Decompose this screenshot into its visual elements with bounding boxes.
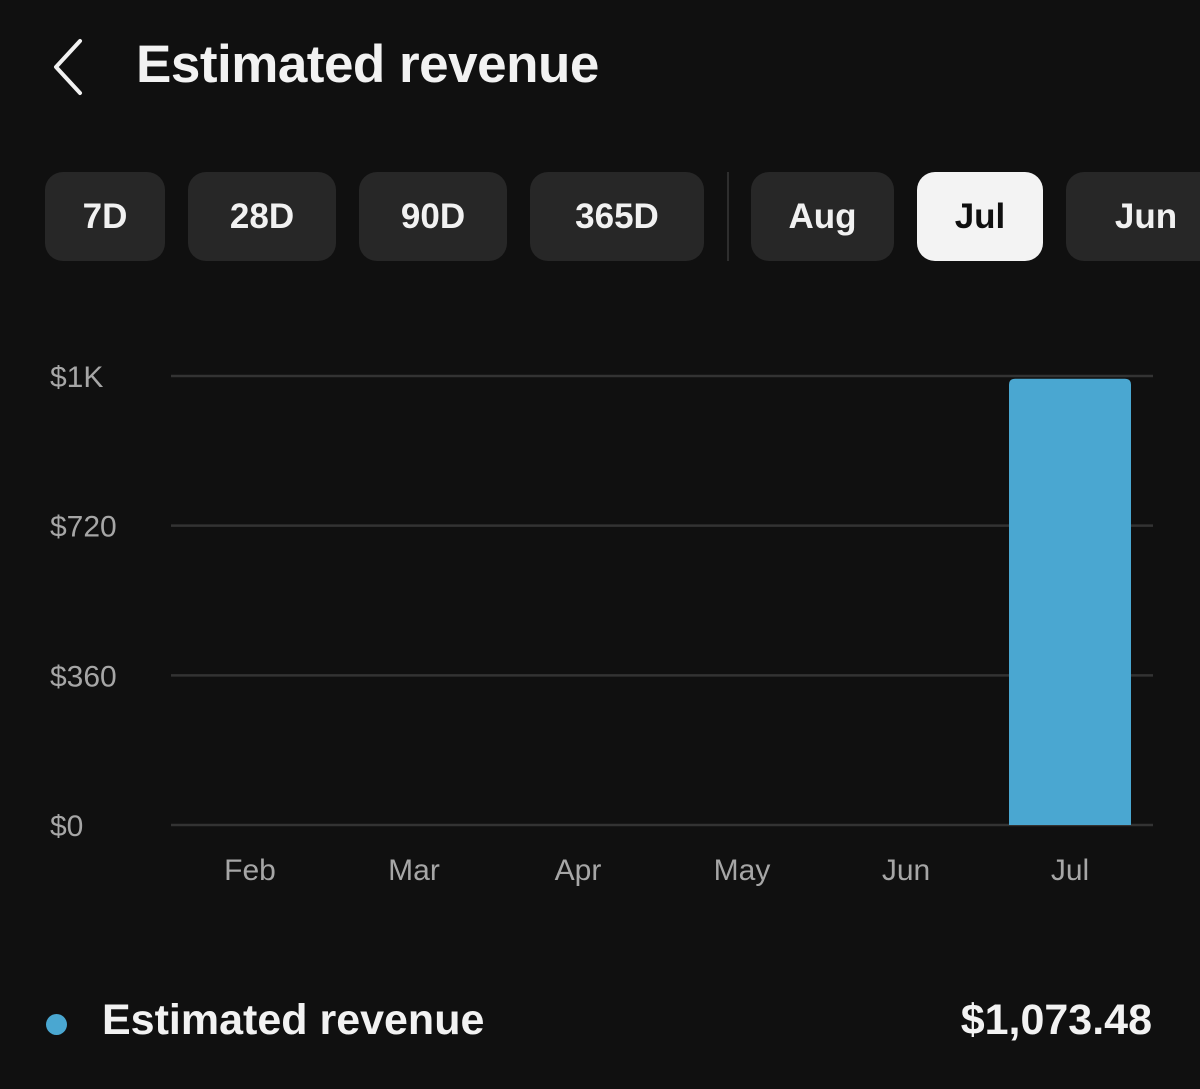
revenue-chart-svg: $0 $360 $720 $1K Feb Mar Apr May Jun Jul — [50, 361, 1153, 887]
legend-value: $1,073.48 — [960, 996, 1152, 1044]
page-title: Estimated revenue — [136, 35, 599, 94]
chevron-left-icon — [54, 39, 82, 95]
filter-chip-365d[interactable]: 365D — [530, 172, 704, 261]
filter-chip-90d[interactable]: 90D — [359, 172, 507, 261]
y-tick-label: $0 — [50, 810, 83, 843]
y-tick-label: $720 — [50, 511, 117, 544]
y-tick-label: $360 — [50, 660, 117, 693]
header: Estimated revenue — [0, 0, 1200, 140]
period-filter-bar: 7D 28D 90D 365D Aug Jul Jun — [0, 172, 1200, 262]
x-tick-label: Apr — [555, 854, 602, 887]
back-button[interactable] — [40, 32, 96, 102]
filter-divider — [727, 172, 729, 261]
bar — [1009, 378, 1131, 825]
revenue-chart: $0 $360 $720 $1K Feb Mar Apr May Jun Jul — [0, 340, 1200, 920]
x-tick-label: Feb — [224, 854, 276, 887]
filter-chip-7d[interactable]: 7D — [45, 172, 165, 261]
filter-chip-28d[interactable]: 28D — [188, 172, 336, 261]
x-tick-label: May — [714, 854, 771, 887]
x-tick-label: Jul — [1051, 854, 1089, 887]
chart-legend: Estimated revenue $1,073.48 — [0, 990, 1200, 1060]
legend-dot-icon — [46, 1014, 67, 1035]
x-tick-label: Mar — [388, 854, 440, 887]
y-tick-label: $1K — [50, 361, 103, 394]
filter-chip-jun[interactable]: Jun — [1066, 172, 1200, 261]
filter-chip-jul[interactable]: Jul — [917, 172, 1043, 261]
x-tick-label: Jun — [882, 854, 930, 887]
filter-chip-aug[interactable]: Aug — [751, 172, 894, 261]
legend-label: Estimated revenue — [102, 996, 485, 1044]
